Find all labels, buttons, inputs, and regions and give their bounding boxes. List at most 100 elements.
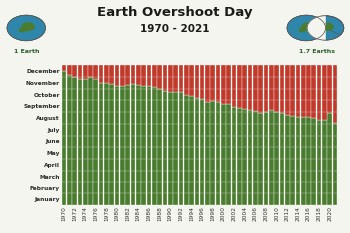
- Text: Earth Overshoot Day: Earth Overshoot Day: [97, 6, 253, 19]
- Bar: [280, 113, 284, 205]
- Bar: [317, 65, 322, 120]
- Bar: [147, 86, 151, 205]
- Bar: [168, 65, 173, 93]
- Bar: [152, 65, 157, 87]
- Bar: [72, 77, 77, 205]
- Bar: [125, 85, 130, 205]
- Bar: [195, 65, 199, 98]
- Bar: [280, 65, 284, 113]
- Bar: [232, 65, 236, 107]
- Bar: [67, 65, 71, 75]
- Bar: [157, 65, 162, 89]
- Bar: [295, 116, 300, 205]
- Bar: [115, 65, 119, 86]
- Bar: [93, 79, 98, 205]
- Bar: [232, 107, 236, 205]
- Bar: [77, 65, 82, 79]
- Bar: [253, 111, 258, 205]
- Bar: [136, 85, 141, 205]
- Bar: [258, 65, 263, 113]
- Bar: [163, 65, 167, 90]
- Bar: [104, 83, 109, 205]
- Bar: [269, 65, 274, 110]
- Bar: [264, 65, 268, 112]
- Bar: [333, 65, 337, 123]
- Bar: [226, 104, 231, 205]
- Bar: [306, 117, 311, 205]
- Bar: [173, 65, 178, 93]
- Bar: [67, 75, 71, 205]
- Bar: [258, 113, 263, 205]
- Bar: [301, 65, 306, 116]
- Bar: [99, 65, 104, 83]
- Bar: [110, 84, 114, 205]
- Bar: [184, 95, 189, 205]
- Bar: [290, 65, 295, 116]
- Bar: [285, 115, 289, 205]
- Bar: [264, 112, 268, 205]
- Bar: [221, 103, 226, 205]
- Bar: [312, 65, 316, 118]
- Text: 1 Earth: 1 Earth: [14, 49, 39, 54]
- Bar: [157, 89, 162, 205]
- Bar: [62, 71, 66, 205]
- Bar: [125, 65, 130, 85]
- Bar: [322, 65, 327, 120]
- Bar: [306, 65, 311, 117]
- Bar: [295, 65, 300, 116]
- Bar: [274, 65, 279, 112]
- Text: 1.7 Earths: 1.7 Earths: [299, 49, 335, 54]
- Bar: [269, 110, 274, 205]
- Bar: [136, 65, 141, 85]
- Bar: [328, 113, 332, 205]
- Bar: [322, 120, 327, 205]
- Bar: [131, 65, 135, 84]
- Bar: [216, 65, 220, 102]
- Bar: [301, 116, 306, 205]
- Bar: [88, 77, 93, 205]
- Bar: [237, 65, 242, 108]
- Bar: [205, 102, 210, 205]
- Bar: [131, 84, 135, 205]
- Bar: [253, 65, 258, 111]
- Bar: [317, 120, 322, 205]
- Bar: [88, 65, 93, 77]
- Bar: [210, 65, 215, 101]
- Bar: [285, 65, 289, 115]
- Bar: [248, 110, 252, 205]
- Bar: [173, 93, 178, 205]
- Bar: [189, 65, 194, 96]
- Bar: [328, 65, 332, 113]
- Bar: [120, 65, 125, 86]
- Bar: [242, 109, 247, 205]
- Bar: [147, 65, 151, 86]
- Bar: [312, 118, 316, 205]
- Bar: [178, 65, 183, 93]
- Text: 1970 - 2021: 1970 - 2021: [140, 24, 210, 34]
- Bar: [163, 90, 167, 205]
- Bar: [99, 83, 104, 205]
- Bar: [93, 65, 98, 79]
- Bar: [178, 93, 183, 205]
- Bar: [200, 65, 204, 99]
- Bar: [120, 86, 125, 205]
- Bar: [274, 112, 279, 205]
- Bar: [141, 86, 146, 205]
- Bar: [242, 65, 247, 109]
- Bar: [104, 65, 109, 83]
- Bar: [216, 102, 220, 205]
- Bar: [195, 98, 199, 205]
- Bar: [226, 65, 231, 104]
- Bar: [237, 108, 242, 205]
- Bar: [110, 65, 114, 84]
- Bar: [210, 101, 215, 205]
- Bar: [184, 65, 189, 95]
- Bar: [83, 79, 88, 205]
- Bar: [72, 65, 77, 77]
- Bar: [83, 65, 88, 79]
- Bar: [205, 65, 210, 102]
- Bar: [62, 65, 66, 71]
- Bar: [333, 123, 337, 205]
- Bar: [115, 86, 119, 205]
- Bar: [221, 65, 226, 103]
